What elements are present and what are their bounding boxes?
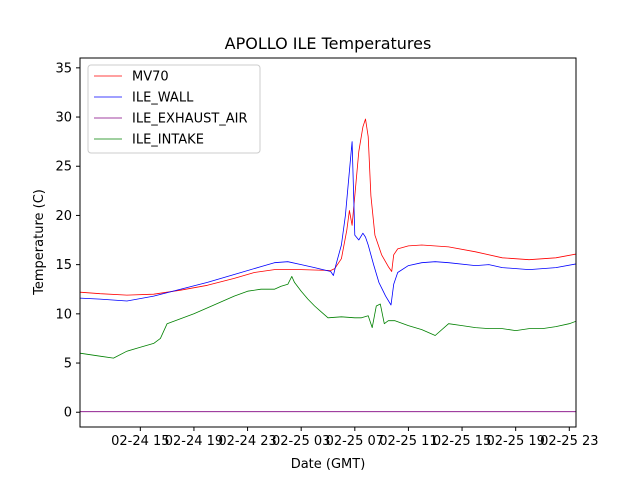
y-axis-label: Temperature (C) [32, 189, 47, 296]
legend-label: ILE_INTAKE [132, 133, 204, 148]
y-tick-label: 5 [64, 357, 72, 372]
x-tick-label: 02-25 03 [272, 434, 330, 449]
legend-box [87, 64, 261, 154]
y-tick-label: 25 [55, 160, 72, 175]
legend-label: ILE_WALL [132, 91, 194, 106]
plot-frame [79, 57, 577, 428]
x-tick-label: 02-24 19 [165, 434, 223, 449]
x-tick-label: 02-25 11 [379, 434, 437, 449]
legend-label: ILE_EXHAUST_AIR [132, 112, 248, 127]
series-line-ile-wall [80, 141, 576, 306]
x-tick-label: 02-25 23 [540, 434, 598, 449]
x-axis-label: Date (GMT) [291, 457, 366, 472]
y-tick-label: 10 [55, 307, 72, 322]
y-tick-label: 30 [55, 111, 72, 126]
x-tick-label: 02-24 15 [111, 434, 169, 449]
x-tick-label: 02-24 23 [218, 434, 276, 449]
x-tick-label: 02-25 15 [433, 434, 491, 449]
y-tick-label: 35 [55, 61, 72, 76]
y-tick-label: 0 [64, 406, 72, 421]
y-tick-label: 15 [55, 258, 72, 273]
series-layer [80, 118, 576, 413]
y-axis-ticks: 0 5 10 15 20 25 30 35 [55, 61, 80, 421]
x-tick-label: 02-25 07 [326, 434, 384, 449]
x-tick-label: 02-25 19 [486, 434, 544, 449]
series-line-ile-intake [80, 276, 576, 359]
series-line-mv70 [80, 118, 576, 296]
y-tick-label: 20 [55, 209, 72, 224]
chart-title: APOLLO ILE Temperatures [225, 34, 432, 53]
legend-label: MV70 [132, 70, 169, 85]
legend: MV70 ILE_WALL ILE_EXHAUST_AIR ILE_INTAKE [87, 64, 261, 154]
